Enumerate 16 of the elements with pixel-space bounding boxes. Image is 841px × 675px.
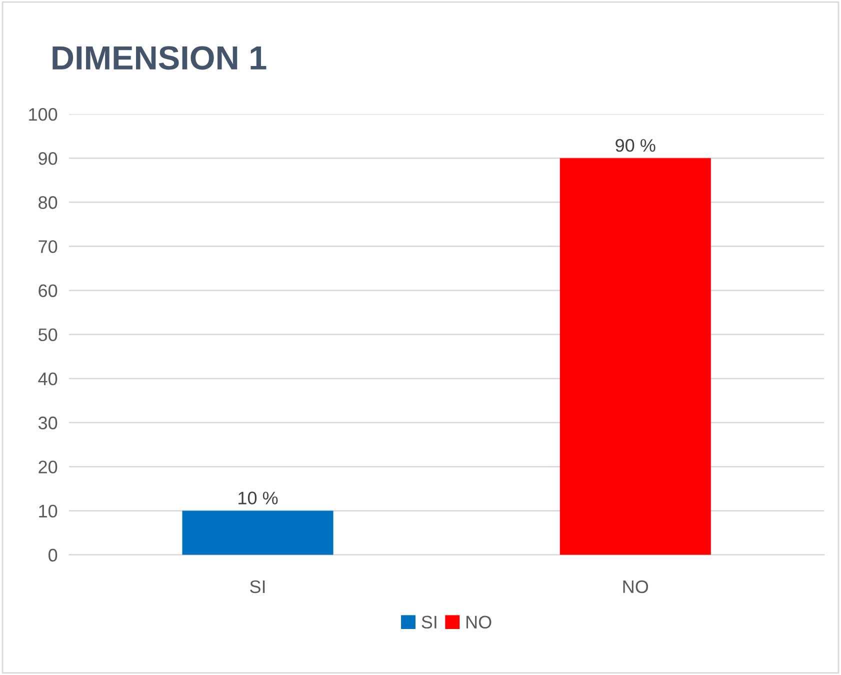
y-tick-label: 50	[38, 328, 58, 342]
y-tick-label: 0	[48, 548, 58, 562]
y-tick-label: 30	[38, 416, 58, 430]
y-tick-label: 10	[39, 504, 58, 518]
chart-title: DIMENSION 1	[52, 46, 266, 70]
y-tick-label: 100	[29, 108, 58, 121]
y-tick-label: 40	[38, 372, 58, 386]
y-tick-label: 20	[38, 460, 58, 474]
y-tick-label: 70	[38, 240, 58, 254]
data-label: 90 %	[616, 139, 656, 152]
legend-label: NO	[466, 616, 492, 629]
legend-label: SI	[422, 616, 436, 629]
y-tick-label: 60	[38, 284, 58, 298]
y-tick-label: 80	[38, 196, 58, 209]
y-tick-label: 90	[38, 152, 58, 165]
data-label: 10 %	[238, 492, 278, 504]
